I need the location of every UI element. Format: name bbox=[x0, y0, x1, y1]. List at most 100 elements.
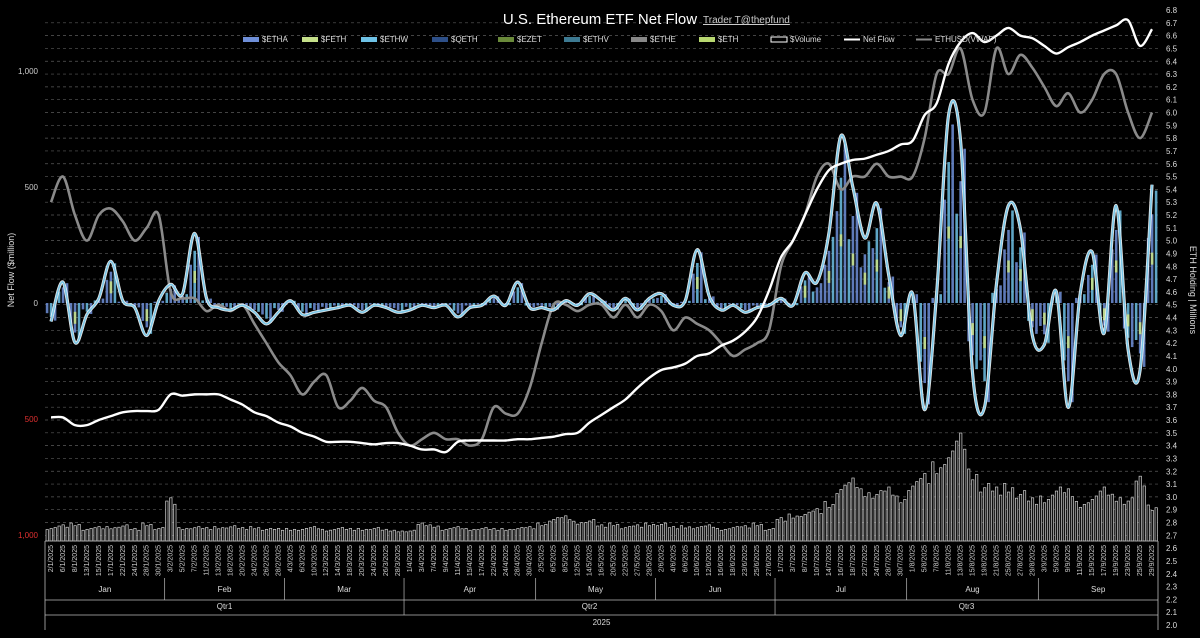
volume-bar bbox=[1126, 500, 1130, 542]
date-tick-label: 6/5/2025 bbox=[551, 545, 558, 572]
net-flow-bar bbox=[69, 303, 73, 325]
volume-bar bbox=[560, 517, 564, 542]
date-tick-label: 4/6/2025 bbox=[670, 545, 677, 572]
volume-bar bbox=[995, 486, 999, 542]
net-flow-bar bbox=[380, 303, 384, 306]
date-tick-label: 22/7/2025 bbox=[862, 545, 869, 576]
volume-bar bbox=[971, 479, 975, 542]
volume-bar bbox=[879, 490, 883, 542]
net-flow-bar bbox=[93, 300, 97, 303]
volume-bar bbox=[671, 526, 676, 542]
date-tick-label: 15/1/2025 bbox=[96, 545, 103, 576]
right-tick-label: 5.4 bbox=[1166, 185, 1178, 194]
volume-bar bbox=[376, 527, 380, 542]
volume-bar bbox=[695, 527, 699, 542]
volume-bar bbox=[1134, 480, 1138, 542]
date-tick-label: 18/7/2025 bbox=[850, 545, 857, 576]
volume-bar bbox=[580, 522, 584, 542]
right-tick-label: 2.2 bbox=[1166, 595, 1178, 604]
series-lines bbox=[49, 18, 1154, 454]
volume-bar bbox=[975, 474, 979, 542]
net-flow-bar bbox=[101, 298, 105, 303]
net-flow-bar bbox=[879, 208, 883, 303]
date-tick-label: 9/4/2025 bbox=[443, 545, 450, 572]
volume-bar bbox=[871, 497, 875, 542]
right-tick-label: 3.3 bbox=[1166, 454, 1178, 463]
feth-bar bbox=[1126, 314, 1130, 327]
volume-bar bbox=[899, 502, 903, 542]
volume-bar bbox=[667, 527, 672, 542]
net-flow-bar bbox=[891, 276, 895, 303]
date-tick-label: 28/1/2025 bbox=[144, 545, 151, 576]
net-flow-bar bbox=[867, 241, 871, 303]
volume-bar bbox=[424, 525, 428, 542]
net-flow-bar bbox=[735, 303, 739, 306]
right-tick-label: 4.6 bbox=[1166, 288, 1178, 297]
net-flow-bar bbox=[81, 303, 85, 310]
net-flow-bar bbox=[408, 303, 412, 309]
net-flow-bar bbox=[476, 303, 480, 305]
volume-bar bbox=[328, 529, 332, 542]
net-flow-bar bbox=[229, 303, 232, 309]
right-tick-label: 2.8 bbox=[1166, 519, 1178, 528]
net-flow-bar bbox=[297, 303, 300, 310]
net-flow-bar bbox=[931, 297, 935, 303]
net-flow-bar bbox=[979, 303, 982, 361]
feth-bar bbox=[109, 281, 113, 294]
volume-bar bbox=[448, 528, 452, 542]
volume-bar bbox=[1090, 499, 1094, 542]
volume-bar bbox=[1118, 497, 1122, 542]
right-tick-label: 5.6 bbox=[1166, 160, 1178, 169]
volume-bar bbox=[524, 527, 528, 542]
date-tick-label: 28/7/2025 bbox=[886, 545, 893, 576]
net-flow-bar bbox=[201, 300, 204, 303]
legend-label: $ETHA bbox=[262, 35, 288, 44]
volume-bar bbox=[819, 513, 823, 542]
volume-bar bbox=[304, 528, 309, 542]
eth-holding-line bbox=[50, 18, 1154, 454]
legend-swatch bbox=[243, 37, 259, 42]
net-flow-bar bbox=[524, 303, 528, 306]
feth-bar bbox=[1031, 309, 1034, 322]
net-flow-bar bbox=[608, 303, 611, 307]
volume-bar bbox=[61, 524, 65, 542]
right-tick-label: 4.2 bbox=[1166, 339, 1178, 348]
feth-bar bbox=[1043, 312, 1046, 325]
volume-bar bbox=[504, 529, 508, 542]
net-flow-bar bbox=[213, 303, 216, 306]
volume-bar bbox=[1142, 485, 1146, 542]
legend-label: $ETHW bbox=[380, 35, 408, 44]
net-flow-bar bbox=[1110, 249, 1114, 303]
right-tick-label: 6.1 bbox=[1166, 96, 1178, 105]
volume-bar bbox=[440, 529, 444, 542]
date-tick-label: 28/2/2025 bbox=[275, 545, 282, 576]
volume-bar bbox=[891, 494, 895, 542]
volume-bar bbox=[408, 530, 412, 542]
volume-bar bbox=[452, 527, 456, 542]
date-tick-label: 5/2/2025 bbox=[180, 545, 187, 572]
month-label: May bbox=[588, 585, 603, 594]
feth-bar bbox=[851, 253, 855, 266]
date-tick-label: 11/4/2025 bbox=[455, 545, 462, 576]
volume-bar bbox=[213, 526, 217, 542]
date-tick-label: 13/8/2025 bbox=[958, 545, 965, 576]
volume-bar bbox=[656, 525, 660, 542]
right-tick-label: 5.8 bbox=[1166, 134, 1178, 143]
volume-bar bbox=[548, 520, 552, 542]
net-flow-bar bbox=[536, 303, 540, 306]
volume-bar bbox=[699, 526, 703, 542]
volume-bar bbox=[153, 529, 157, 542]
volume-bar bbox=[783, 520, 787, 542]
left-axis-label: Net Flow ($million) bbox=[6, 233, 16, 308]
volume-bar bbox=[624, 527, 628, 542]
volume-bar bbox=[73, 525, 77, 542]
volume-bar bbox=[288, 529, 293, 542]
volume-bar bbox=[85, 528, 89, 542]
date-tick-label: 16/7/2025 bbox=[838, 545, 845, 576]
feth-bar bbox=[899, 309, 903, 322]
date-tick-label: 16/5/2025 bbox=[599, 545, 606, 576]
net-flow-bar bbox=[727, 303, 731, 305]
left-tick-label: 1,000 bbox=[18, 531, 39, 540]
volume-bar bbox=[464, 528, 468, 542]
legend-label: Net Flow bbox=[863, 35, 895, 44]
